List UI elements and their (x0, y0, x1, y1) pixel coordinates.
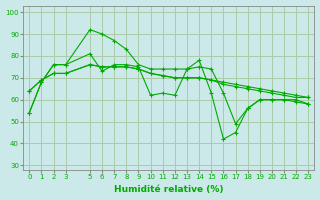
X-axis label: Humidité relative (%): Humidité relative (%) (114, 185, 224, 194)
